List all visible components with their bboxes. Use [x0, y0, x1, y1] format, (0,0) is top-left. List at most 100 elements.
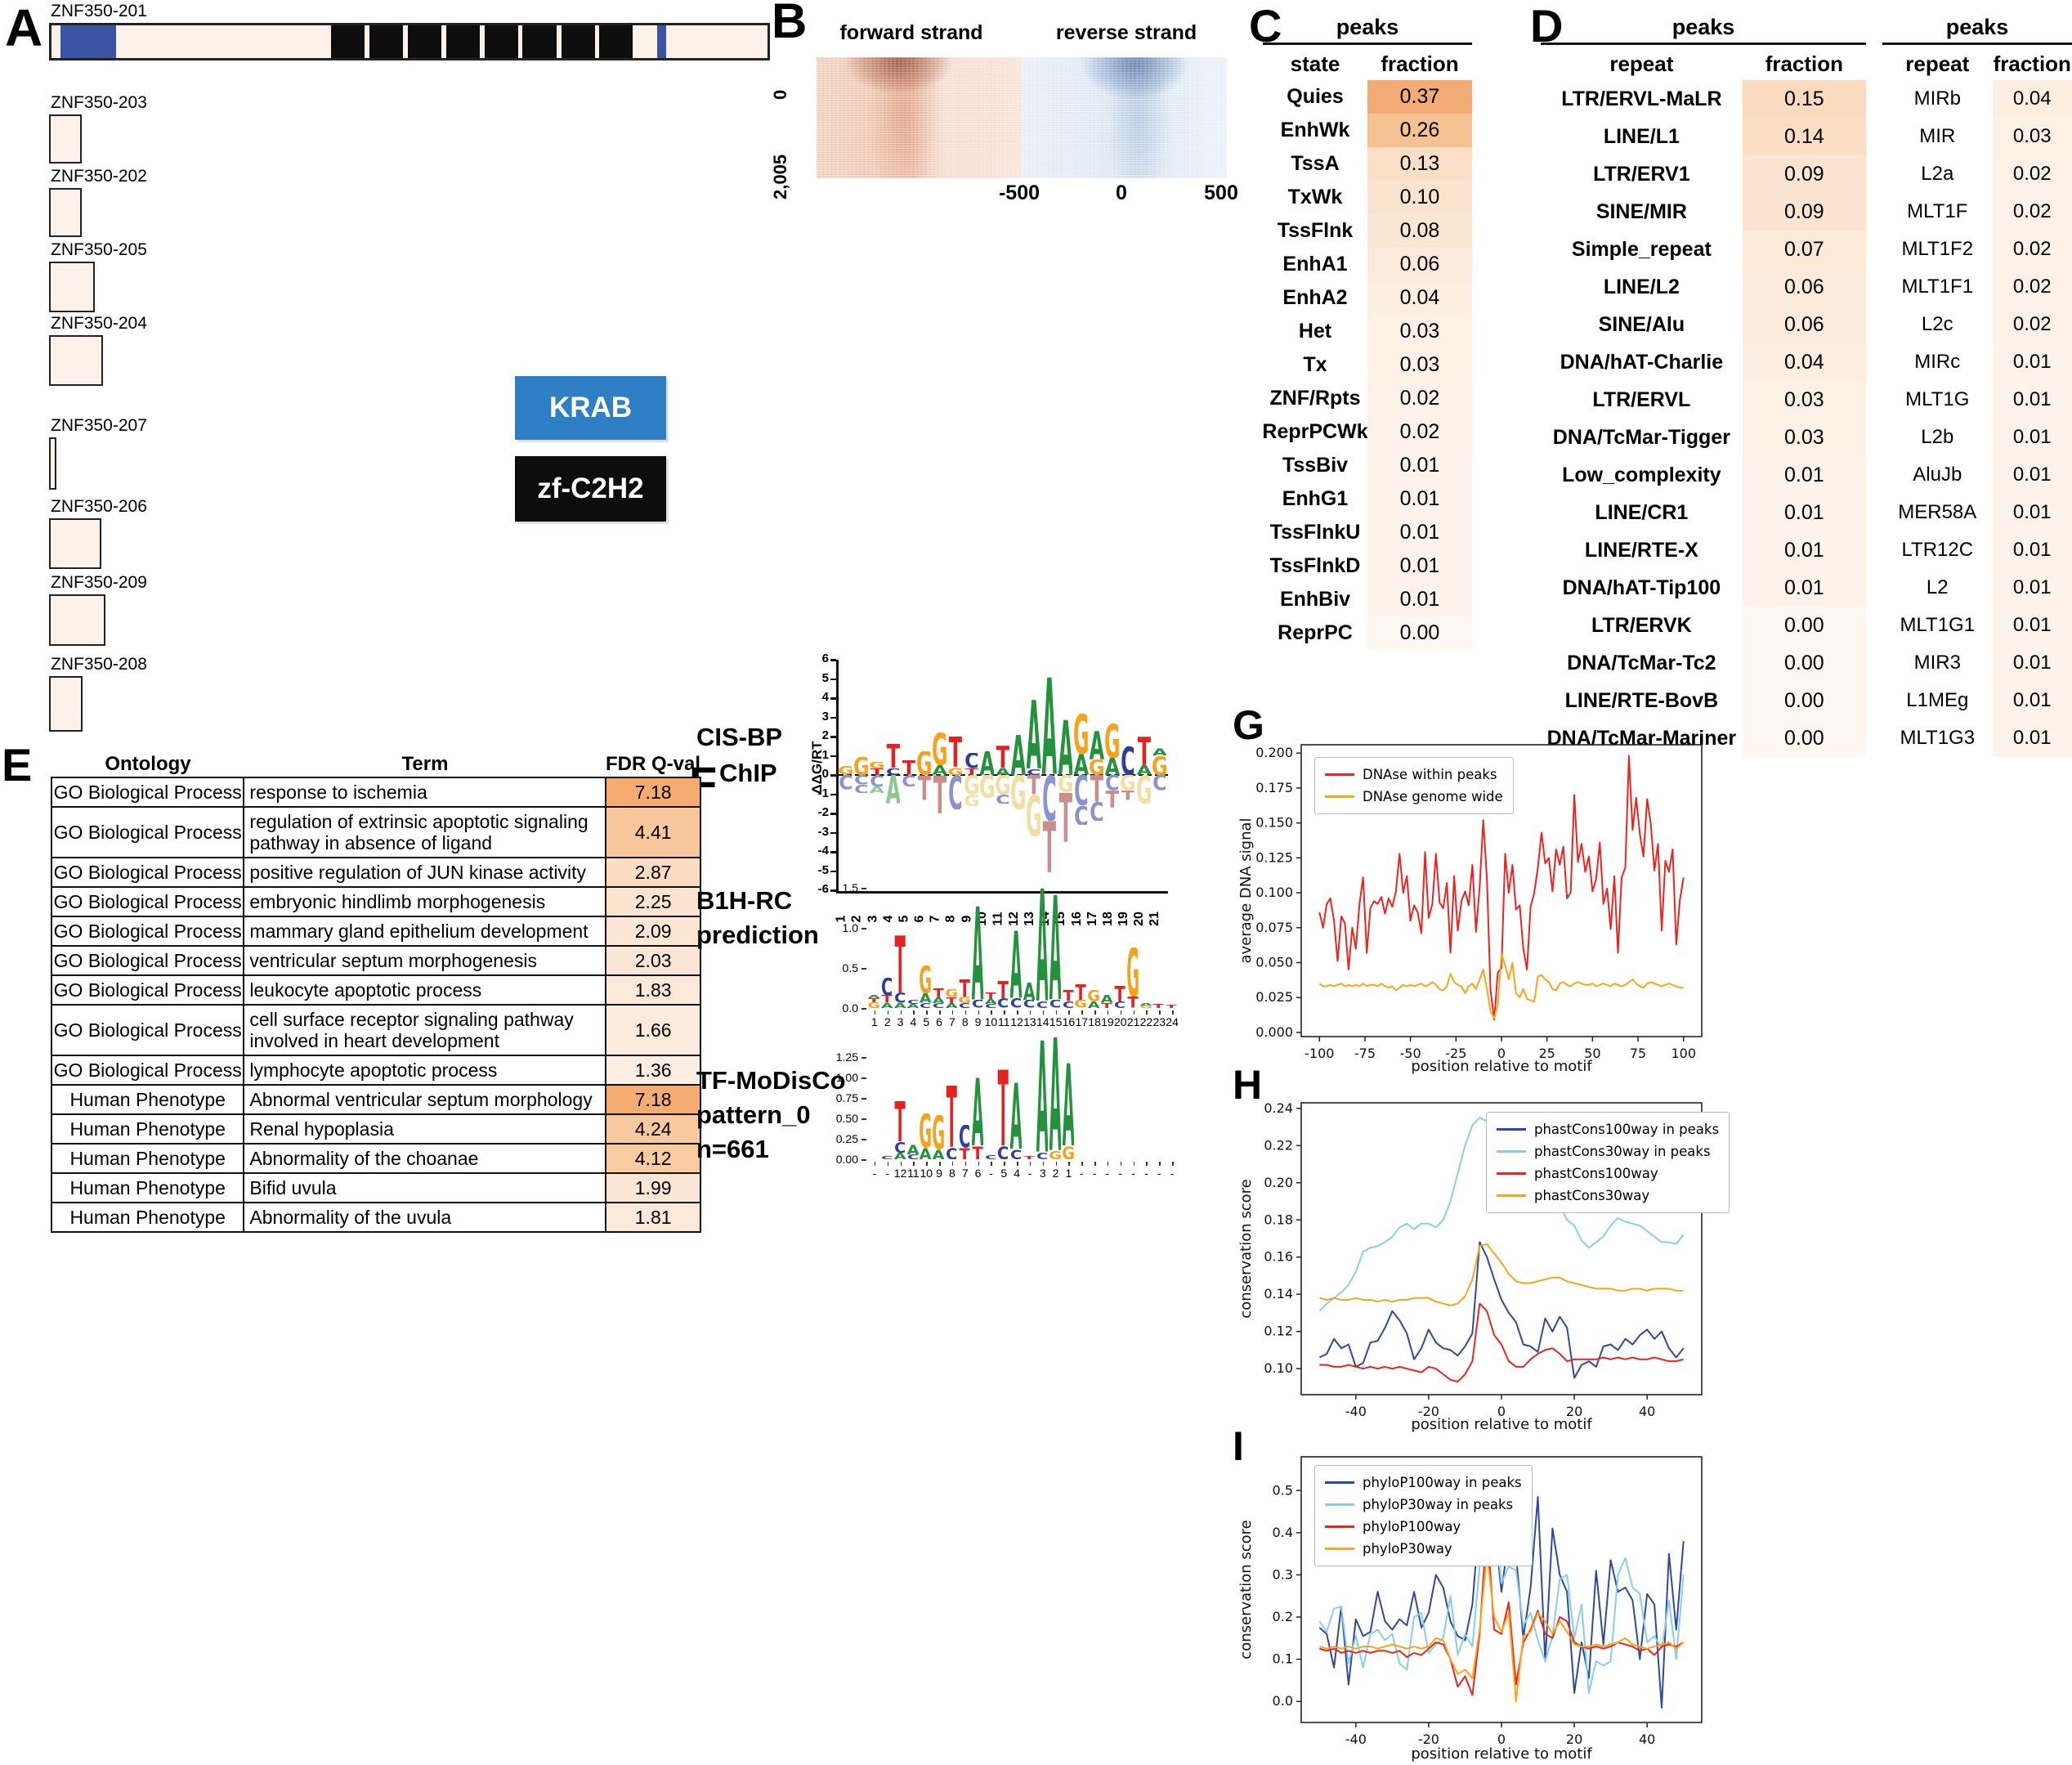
- y-tick: [830, 716, 836, 719]
- row-label: TssFlnkU: [1269, 521, 1361, 544]
- x-tick: [1094, 1162, 1096, 1166]
- svg-text:C: C: [1027, 769, 1041, 775]
- x-tick-label: 23: [1152, 1015, 1166, 1028]
- row-label: MLT1F1: [1901, 276, 1974, 298]
- table-row: GO Biological Process regulation of extri…: [52, 808, 700, 858]
- logo-letter: T: [1114, 986, 1126, 1002]
- y-tick: [830, 813, 836, 815]
- legend-label: phyloP100way: [1363, 1519, 1461, 1534]
- logo-letter: A: [870, 786, 884, 793]
- svg-text:A: A: [1058, 719, 1073, 775]
- term-cell: leukocyte apoptotic process: [244, 976, 607, 1004]
- svg-text:0.14: 0.14: [1264, 1286, 1293, 1301]
- svg-text:C: C: [1152, 775, 1167, 791]
- svg-text:A: A: [1090, 731, 1104, 759]
- svg-text:0.22: 0.22: [1264, 1137, 1293, 1153]
- row-label: LTR/ERVL-MaLR: [1561, 87, 1722, 110]
- logo-letter: C: [959, 1003, 970, 1008]
- row-label: L2c: [1921, 313, 1953, 335]
- x-tick-label: 5: [1000, 1167, 1008, 1180]
- logo-letter: A: [886, 775, 901, 804]
- isoform-label: ZNF350-202: [51, 167, 147, 186]
- x-tick: [991, 1162, 992, 1166]
- x-tick: [1146, 1010, 1148, 1015]
- row-value: 0.01: [1992, 569, 2072, 607]
- svg-text:A: A: [1074, 754, 1089, 775]
- row-value: 0.15: [1742, 80, 1866, 118]
- row-label: MER58A: [1898, 501, 1977, 523]
- table-row: GO Biological Process lymphocyte apoptoti…: [52, 1056, 700, 1086]
- row-label: LINE/L1: [1603, 124, 1680, 148]
- logo-letter: G: [1127, 947, 1139, 997]
- modisco-label-line2: pattern_0: [696, 1100, 811, 1129]
- table-row: GO Biological Process leukocyte apoptotic…: [52, 976, 700, 1006]
- row-label: DNA/hAT-Charlie: [1560, 350, 1724, 374]
- row-value: 0.02: [1367, 382, 1472, 415]
- logo-letter: T: [964, 768, 979, 775]
- isoform-box: [49, 594, 105, 646]
- x-tick-label: 11: [907, 1167, 920, 1180]
- isoform-box: [49, 262, 95, 312]
- ontology-cell: Human Phenotype: [52, 1145, 245, 1172]
- x-tick: [1094, 1010, 1096, 1015]
- table-row: L2c 0.02: [1882, 306, 2072, 343]
- x-tick-label: -: [1157, 1167, 1161, 1180]
- svg-text:T: T: [918, 775, 931, 800]
- x-tick: [1120, 1010, 1122, 1015]
- row-label: EnhWk: [1280, 119, 1350, 141]
- svg-text:75: 75: [1630, 1046, 1646, 1061]
- svg-text:T: T: [870, 768, 884, 775]
- logo-letter: C: [1049, 1000, 1061, 1008]
- row-value: 0.09: [1742, 193, 1866, 231]
- x-tick: [1042, 1162, 1045, 1166]
- svg-text:G: G: [948, 768, 963, 775]
- table-row: L1MEg 0.01: [1882, 682, 2072, 719]
- legend-swatch: [1325, 1547, 1354, 1551]
- logo-letter: T: [997, 981, 1009, 999]
- legend-krab-label: KRAB: [548, 392, 633, 423]
- logo-letter: C: [1036, 1001, 1048, 1008]
- x-tick-label: 3: [897, 1015, 904, 1028]
- logo-letter: G: [1137, 775, 1152, 804]
- y-tick: [830, 793, 836, 795]
- table-rule: [1541, 43, 1866, 45]
- x-tick-label: 2: [1052, 1167, 1059, 1180]
- svg-text:G: G: [839, 766, 853, 775]
- y-tick-label: 0: [821, 767, 829, 781]
- x-tick: [1055, 1162, 1058, 1166]
- table-row: Human Phenotype Bifid uvula 1.99: [52, 1174, 700, 1203]
- svg-text:T: T: [1137, 737, 1150, 765]
- x-tick-label: 21: [1126, 1015, 1140, 1028]
- svg-text:G: G: [1127, 947, 1139, 997]
- legend-row: phyloP30way: [1325, 1538, 1522, 1560]
- column-header: fraction: [1993, 51, 2071, 76]
- table-row: DNA/TcMar-Tigger 0.03: [1541, 419, 1866, 456]
- svg-text:A: A: [933, 997, 944, 1003]
- x-tick: [978, 1010, 980, 1015]
- svg-text:A: A: [946, 1003, 957, 1008]
- row-label: EnhA1: [1282, 253, 1348, 276]
- logo-letter: T: [894, 935, 906, 993]
- legend-label: phastCons30way in peaks: [1534, 1144, 1711, 1159]
- logo-letter: A: [1152, 748, 1167, 755]
- svg-text:T: T: [1121, 791, 1134, 800]
- logo-letter: T: [948, 737, 963, 768]
- row-value: 0.26: [1367, 114, 1472, 147]
- y-tick: [830, 755, 836, 757]
- ontology-cell: Human Phenotype: [52, 1203, 245, 1231]
- logo-letter: C: [881, 978, 893, 996]
- logo-letter: T: [946, 997, 958, 1003]
- table-row: GO Biological Process embryonic hindlimb …: [52, 888, 700, 917]
- row-label: TxWk: [1287, 186, 1343, 208]
- row-label: MIR: [1919, 125, 1956, 147]
- x-tick-label: 1: [1065, 1167, 1072, 1180]
- x-tick: [1029, 1162, 1032, 1166]
- svg-text:-20: -20: [1418, 1731, 1439, 1747]
- svg-text:C: C: [933, 1003, 944, 1008]
- domain-segment: [522, 25, 557, 58]
- logo-letter: T: [959, 1148, 970, 1159]
- heatmap-xtick: 500: [1204, 181, 1238, 204]
- phastcons-plot: -40 -20 0 20 40 0.10 0.12 0.14 0.16 0.18 0.20 0.22 0…: [1237, 1100, 1703, 1433]
- term-cell: lymphocyte apoptotic process: [244, 1056, 607, 1084]
- svg-text:C: C: [1114, 1001, 1126, 1008]
